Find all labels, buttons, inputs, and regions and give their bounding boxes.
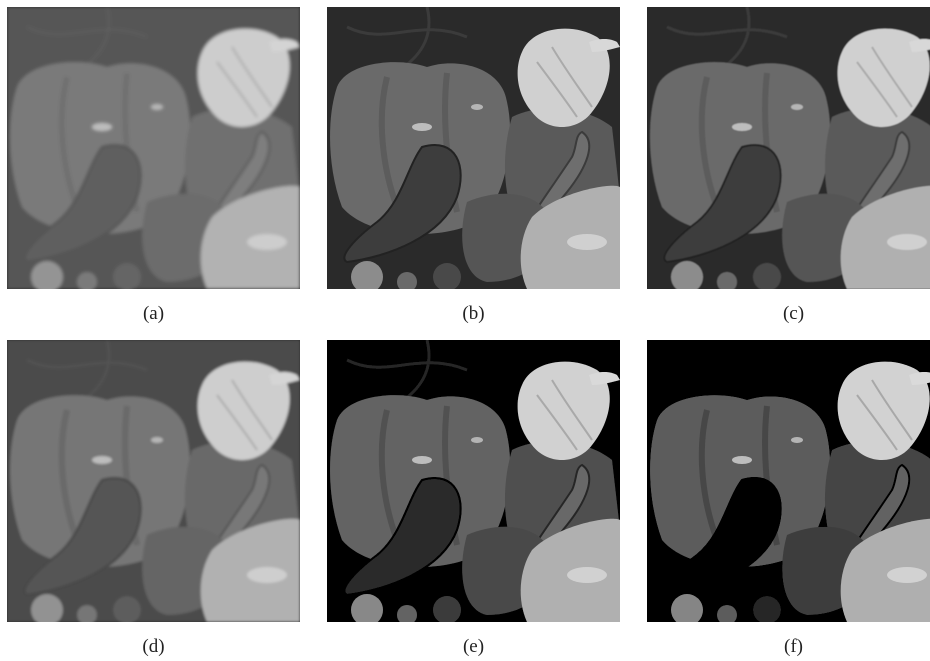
panel-label-c: (c) bbox=[782, 303, 805, 324]
peppers-image-c bbox=[647, 7, 930, 289]
panel-label-a: (a) bbox=[142, 303, 165, 324]
panel-label-d: (d) bbox=[142, 636, 165, 657]
peppers-scene bbox=[647, 7, 930, 289]
peppers-image-d bbox=[7, 340, 300, 622]
peppers-scene bbox=[7, 340, 300, 622]
peppers-scene bbox=[7, 7, 300, 289]
peppers-image-b bbox=[327, 7, 620, 289]
peppers-scene bbox=[327, 340, 620, 622]
peppers-image-a bbox=[7, 7, 300, 289]
peppers-image-f bbox=[647, 340, 930, 622]
peppers-image-e bbox=[327, 340, 620, 622]
panel-label-e: (e) bbox=[462, 636, 485, 657]
peppers-scene bbox=[327, 7, 620, 289]
peppers-scene bbox=[647, 340, 930, 622]
panel-label-b: (b) bbox=[462, 303, 485, 324]
panel-label-f: (f) bbox=[784, 636, 803, 657]
